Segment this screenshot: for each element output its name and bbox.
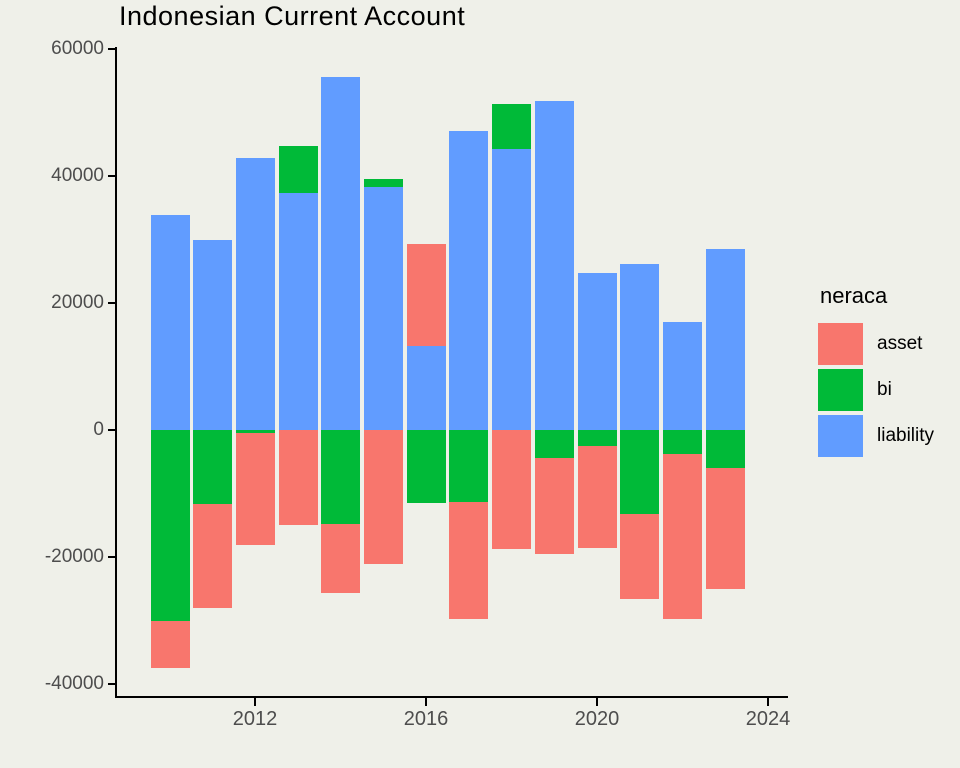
bar-segment-asset-2011 — [193, 504, 232, 609]
legend: neraca asset bi liability — [818, 283, 934, 461]
bar-segment-bi-2010 — [151, 430, 190, 621]
bar-segment-liability-2017 — [449, 130, 488, 430]
bar-segment-bi-2012 — [236, 430, 275, 433]
y-tick-label: 40000 — [51, 165, 104, 186]
bar-segment-liability-2013 — [279, 192, 318, 430]
bar-segment-liability-2010 — [151, 214, 190, 430]
bar-segment-asset-2010 — [151, 620, 190, 668]
bar-segment-bi-2023 — [706, 430, 745, 468]
bar-segment-liability-2018 — [492, 149, 531, 430]
legend-swatch-asset — [818, 323, 863, 365]
bar-segment-bi-2021 — [620, 430, 659, 514]
bar-segment-asset-2023 — [706, 467, 745, 590]
bar-segment-bi-2013 — [279, 146, 318, 193]
bar-segment-liability-2012 — [236, 158, 275, 430]
x-tick-label: 2012 — [232, 708, 278, 730]
legend-swatch-bi — [818, 369, 863, 411]
legend-item-bi: bi — [818, 369, 934, 411]
x-tick-label: 2024 — [745, 708, 791, 730]
bar-segment-asset-2013 — [279, 430, 318, 526]
bar-segment-asset-2022 — [663, 454, 702, 620]
bar-segment-asset-2017 — [449, 502, 488, 619]
y-tick-mark — [108, 429, 116, 431]
legend-title: neraca — [820, 283, 888, 308]
y-tick-mark — [108, 556, 116, 558]
y-tick-mark — [108, 48, 116, 50]
legend-item-asset: asset — [818, 323, 934, 365]
bar-segment-asset-2019 — [535, 457, 574, 555]
x-tick-mark — [254, 698, 256, 706]
bar-segment-bi-2016 — [407, 430, 446, 503]
bar-segment-liability-2014 — [321, 76, 360, 430]
bar-segment-liability-2022 — [663, 322, 702, 430]
y-tick-label: -20000 — [44, 546, 104, 567]
bar-segment-asset-2021 — [620, 513, 659, 599]
bar-segment-liability-2023 — [706, 249, 745, 430]
x-tick-mark — [596, 698, 598, 706]
legend-label-bi: bi — [877, 379, 892, 400]
bar-segment-liability-2020 — [578, 273, 617, 430]
bar-segment-liability-2019 — [535, 101, 574, 430]
y-tick-label: 60000 — [51, 38, 104, 59]
y-tick-mark — [108, 175, 116, 177]
y-tick-mark — [108, 683, 116, 685]
y-tick-label: 0 — [93, 419, 104, 440]
bar-segment-asset-2016 — [407, 243, 446, 347]
chart-title: Indonesian Current Account — [119, 1, 466, 31]
bar-segment-bi-2015 — [364, 178, 403, 187]
x-tick-mark — [425, 698, 427, 706]
legend-item-liability: liability — [818, 415, 934, 457]
x-tick-label: 2016 — [403, 708, 449, 730]
bar-segment-asset-2018 — [492, 430, 531, 550]
bar-segment-bi-2018 — [492, 104, 531, 150]
bar-segment-liability-2021 — [620, 264, 659, 430]
bar-segment-liability-2015 — [364, 186, 403, 430]
legend-swatch-liability — [818, 415, 863, 457]
bar-segment-bi-2014 — [321, 430, 360, 524]
y-tick-label: 20000 — [51, 292, 104, 313]
bar-segment-asset-2012 — [236, 432, 275, 545]
bar-segment-liability-2011 — [193, 240, 232, 430]
y-tick-label: -40000 — [44, 673, 104, 694]
y-tick-mark — [108, 302, 116, 304]
bar-segment-asset-2020 — [578, 445, 617, 549]
y-axis-line — [115, 47, 117, 698]
bar-segment-asset-2015 — [364, 430, 403, 564]
bar-segment-bi-2019 — [535, 430, 574, 458]
bar-segment-bi-2011 — [193, 430, 232, 505]
bar-segment-asset-2014 — [321, 524, 360, 593]
legend-label-asset: asset — [877, 333, 923, 354]
bar-segment-bi-2017 — [449, 430, 488, 503]
bar-segment-bi-2022 — [663, 430, 702, 455]
bar-segment-bi-2020 — [578, 430, 617, 446]
x-tick-mark — [767, 698, 769, 706]
x-tick-label: 2020 — [574, 708, 620, 730]
bar-segment-liability-2016 — [407, 346, 446, 430]
legend-label-liability: liability — [877, 425, 935, 446]
x-axis-line — [115, 696, 788, 698]
